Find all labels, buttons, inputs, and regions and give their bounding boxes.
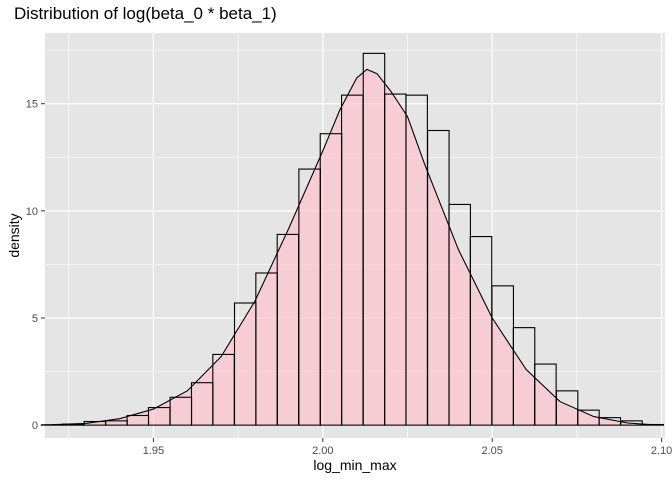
chart-title: Distribution of log(beta_0 * beta_1) [14,4,277,23]
x-tick-label: 2.10 [651,445,672,457]
x-tick-label: 1.95 [143,445,164,457]
density-area [51,69,652,426]
x-tick-label: 2.00 [312,445,333,457]
y-tick-label: 0 [32,420,38,432]
y-tick-label: 10 [26,206,38,218]
histogram-bar [620,420,643,426]
histogram-bar [641,423,665,426]
y-axis-label: density [6,213,22,257]
x-axis-label: log_min_max [313,457,396,473]
density-line [51,68,652,426]
y-tick-label: 5 [32,313,38,325]
histogram-bar [555,390,579,426]
y-tick-label: 15 [26,99,38,111]
x-tick-label: 2.05 [482,445,503,457]
